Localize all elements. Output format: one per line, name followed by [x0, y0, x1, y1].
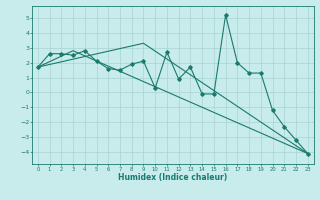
X-axis label: Humidex (Indice chaleur): Humidex (Indice chaleur)	[118, 173, 228, 182]
